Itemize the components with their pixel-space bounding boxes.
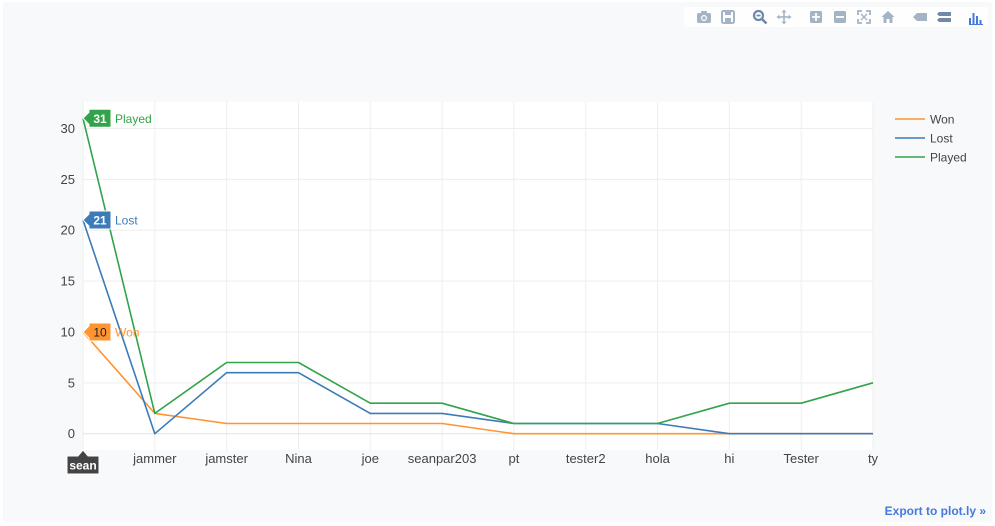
hover-label-box-lost [82, 210, 112, 230]
hover-x-label-text: sean [69, 459, 96, 473]
x-tick-label: Nina [285, 451, 313, 466]
x-tick-label: joe [361, 451, 379, 466]
legend-label-played: Played [930, 151, 967, 165]
x-tick-label: hola [645, 451, 670, 466]
zoom-in-icon[interactable] [804, 7, 828, 27]
hover-label-value-won: 10 [93, 325, 107, 339]
modebar-group-logo [964, 7, 988, 27]
home-icon[interactable] [876, 7, 900, 27]
hover-label-value-played: 31 [93, 112, 107, 126]
hover-label-name-lost: Lost [115, 214, 138, 228]
y-tick-label: 20 [61, 223, 75, 238]
y-tick-label: 10 [61, 324, 75, 339]
save-icon[interactable] [716, 7, 740, 27]
hover-compare-icon[interactable] [932, 7, 956, 27]
modebar [684, 7, 988, 27]
legend-label-won: Won [930, 113, 954, 127]
y-tick-label: 25 [61, 172, 75, 187]
series-line-lost [82, 219, 873, 435]
hover-label-value-lost: 21 [93, 214, 107, 228]
x-tick-label: seanpar203 [408, 451, 477, 466]
x-tick-label: pt [508, 451, 519, 466]
modebar-group-export [692, 7, 740, 27]
x-tick-label: tester2 [566, 451, 606, 466]
pan-icon[interactable] [772, 7, 796, 27]
hover-x-label-box [66, 449, 100, 475]
export-link[interactable]: Export to plot.ly » [884, 504, 986, 518]
modebar-group-hover [908, 7, 956, 27]
y-tick-label: 5 [68, 375, 75, 390]
autoscale-icon[interactable] [852, 7, 876, 27]
zoom-out-icon[interactable] [828, 7, 852, 27]
y-tick-label: 30 [61, 121, 75, 136]
y-tick-label: 0 [68, 426, 75, 441]
hover-label-box-won [82, 322, 112, 342]
hover-closest-icon[interactable] [908, 7, 932, 27]
zoom-icon[interactable] [748, 7, 772, 27]
camera-icon[interactable] [692, 7, 716, 27]
x-tick-label: hi [724, 451, 734, 466]
modebar-group-zoom [804, 7, 900, 27]
legend-label-lost: Lost [930, 132, 953, 146]
x-tick-label: Tester [783, 451, 819, 466]
y-tick-label: 15 [61, 274, 75, 289]
x-tick-label: jamster [204, 451, 248, 466]
hover-label-name-won: Won [115, 325, 139, 339]
series-line-played [82, 118, 874, 425]
plot-area [83, 102, 873, 450]
hover-label-name-played: Played [115, 112, 152, 126]
plotly-logo-icon[interactable] [964, 7, 988, 27]
x-tick-label: jammer [132, 451, 177, 466]
modebar-group-drag [748, 7, 796, 27]
plot-container: 0 5 10 15 20 25 30 jammer jamster Nina joe seanpar2… [3, 2, 992, 522]
line-chart[interactable]: 0 5 10 15 20 25 30 jammer jamster Nina joe seanpar2… [3, 2, 992, 522]
x-tick-label: ty [868, 451, 879, 466]
hover-label-box-played [82, 108, 112, 128]
